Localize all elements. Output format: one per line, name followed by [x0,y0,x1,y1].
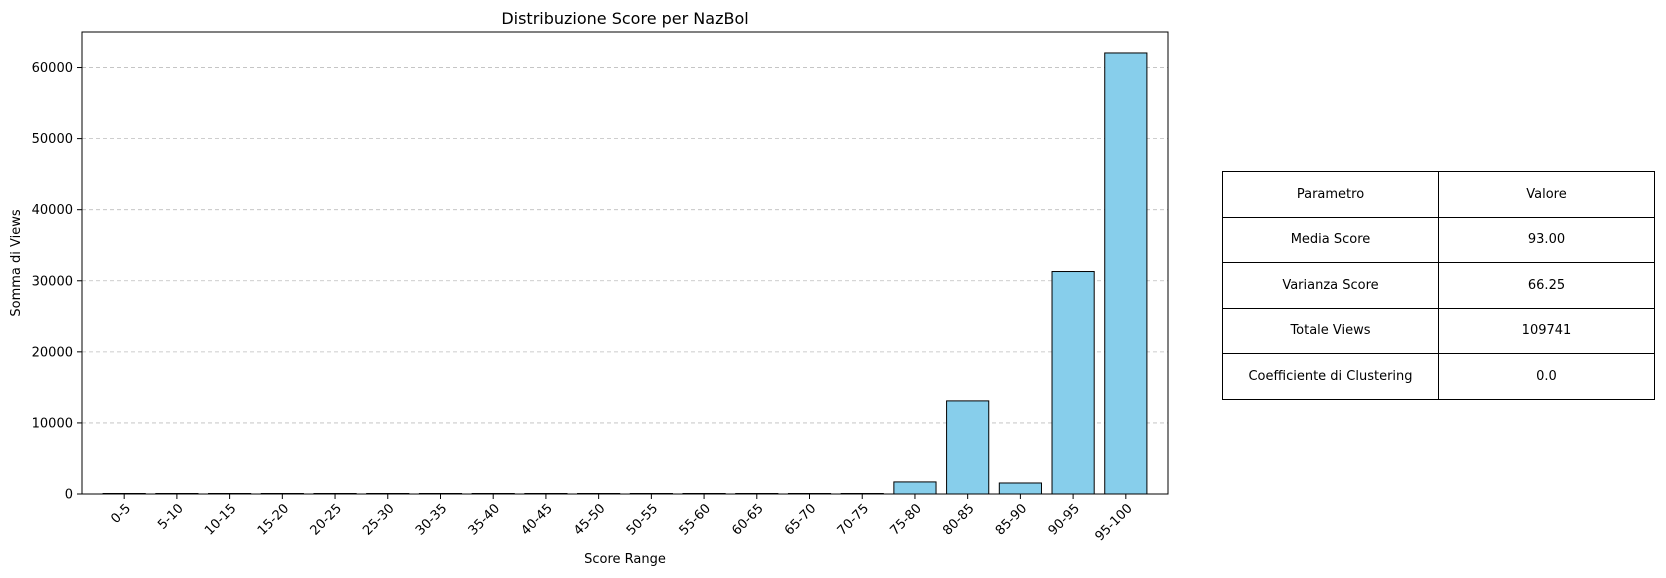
x-tick-label: 25-30 [360,501,397,538]
table-header-cell: Valore [1438,171,1655,218]
table-cell-parameter: Varianza Score [1222,262,1439,309]
x-tick-label: 55-60 [677,501,714,538]
x-tick-label: 95-100 [1092,501,1135,544]
table-row: Varianza Score 66.25 [1222,262,1655,309]
y-axis-label: Somma di Views [9,209,24,316]
x-tick-label: 50-55 [624,501,661,538]
table-cell-parameter: Totale Views [1222,307,1439,354]
x-tick-label: 80-85 [940,501,977,538]
table-cell-value: 93.00 [1438,216,1655,263]
table-row: Totale Views 109741 [1222,307,1655,354]
y-tick-label: 60000 [32,61,73,76]
y-tick-label: 50000 [32,132,73,147]
table-row: Coefficiente di Clustering 0.0 [1222,353,1655,400]
bar-85-90 [998,482,1042,495]
y-tick-label: 40000 [32,203,73,218]
x-tick-label: 40-45 [518,501,555,538]
x-tick-label: 90-95 [1046,501,1083,538]
x-tick-label: 45-50 [571,501,608,538]
x-axis-label: Score Range [584,552,666,567]
y-tick-label: 0 [65,488,73,503]
x-tick-label: 75-80 [887,501,924,538]
plot-frame [81,31,1169,495]
table-cell-value: 66.25 [1438,262,1655,309]
x-tick-label: 10-15 [202,501,239,538]
x-tick-label: 70-75 [835,501,872,538]
x-tick-label: 30-35 [413,501,450,538]
y-gridlines [82,67,1168,495]
y-axis-ticks: 0 10000 20000 30000 40000 50000 60000 [32,61,82,503]
bars [102,52,1148,495]
table-cell-parameter: Coefficiente di Clustering [1222,353,1439,400]
table-cell-value: 0.0 [1438,353,1655,400]
x-tick-label: 20-25 [308,501,345,538]
table-header-row: Parametro Valore [1222,171,1655,218]
table-row: Media Score 93.00 [1222,216,1655,263]
bar-75-80 [893,481,937,495]
y-tick-label: 10000 [32,416,73,431]
x-tick-label: 0-5 [108,501,134,527]
table-cell-parameter: Media Score [1222,216,1439,263]
x-tick-label: 65-70 [782,501,819,538]
x-tick-label: 35-40 [466,501,503,538]
bar-80-85 [946,400,990,495]
x-tick-label: 15-20 [255,501,292,538]
bar-90-95 [1051,271,1095,495]
x-tick-label: 5-10 [155,501,186,532]
chart-title: Distribuzione Score per NazBol [501,9,748,28]
x-axis-ticks: 0-5 5-10 10-15 15-20 20-25 25-30 30-35 35-40 40-… [108,494,1136,544]
table-cell-value: 109741 [1438,307,1655,354]
x-tick-label: 85-90 [993,501,1030,538]
y-tick-label: 30000 [32,274,73,289]
bar-95-100 [1104,52,1148,495]
table-header-cell: Parametro [1222,171,1439,218]
x-tick-label: 60-65 [729,501,766,538]
stats-table: Parametro Valore Media Score 93.00 Varia… [1222,171,1655,400]
y-tick-label: 20000 [32,345,73,360]
